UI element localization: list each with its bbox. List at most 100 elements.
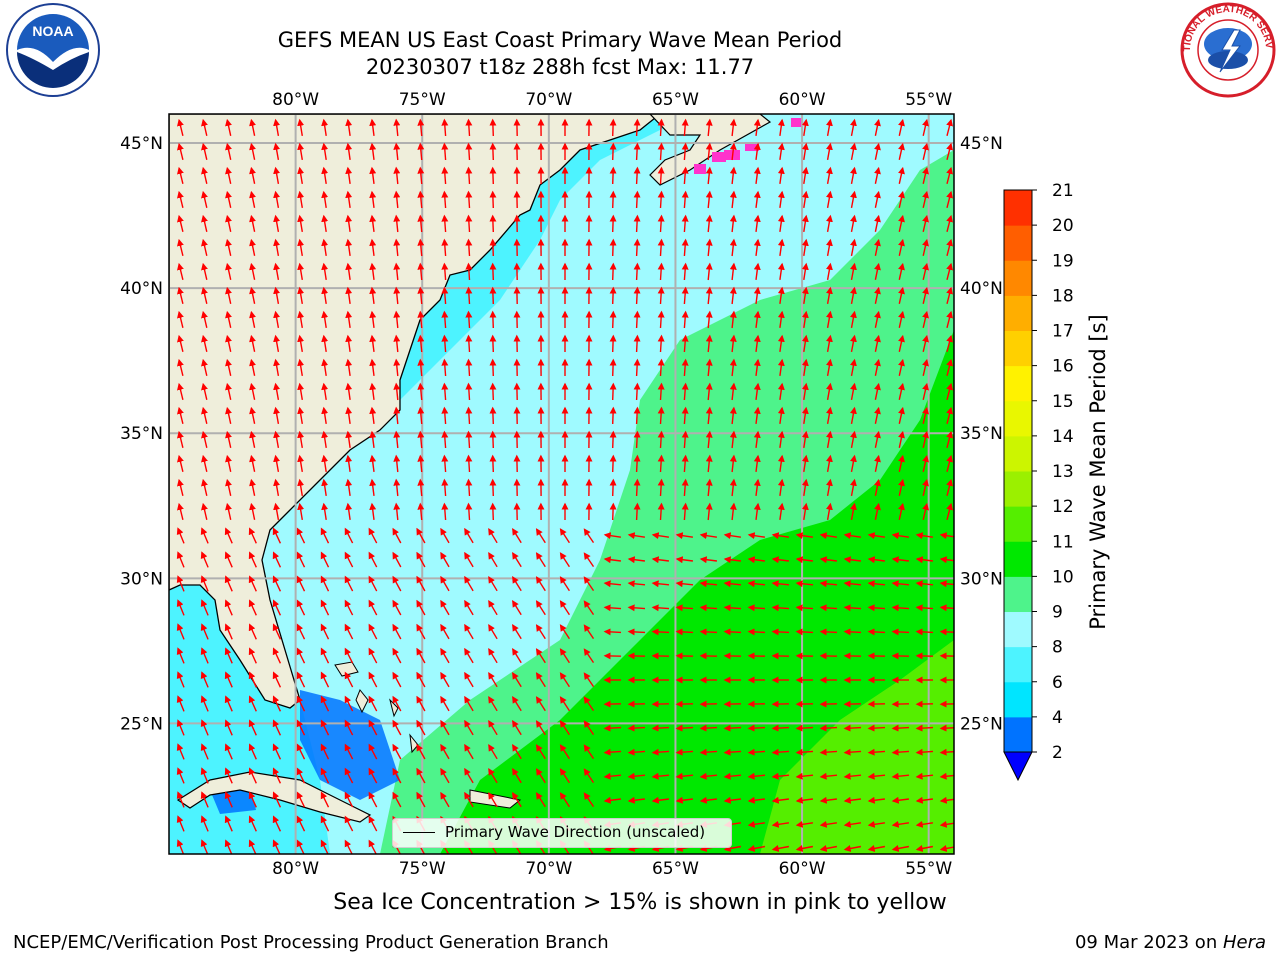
wave-arrow [417, 166, 425, 185]
wave-arrow [603, 796, 621, 804]
wave-arrow [657, 358, 665, 377]
wave-arrow [825, 454, 833, 473]
wave-arrow [747, 845, 766, 852]
wave-arrow [416, 647, 426, 664]
wave-arrow [464, 791, 474, 808]
wave-arrow [535, 600, 546, 616]
colorbar-segment [1004, 365, 1032, 402]
wave-arrow [609, 310, 617, 329]
wave-arrow [440, 575, 450, 592]
wave-arrow [200, 695, 209, 712]
wave-arrow [898, 430, 905, 448]
wave-arrow [843, 628, 862, 636]
wave-arrow [488, 672, 498, 688]
wave-arrow [248, 695, 257, 712]
wave-arrow [657, 190, 665, 209]
wave-arrow [249, 166, 256, 184]
wave-arrow [657, 214, 665, 233]
wave-arrow [392, 647, 402, 664]
wave-arrow [850, 118, 857, 137]
wave-arrow [201, 118, 208, 136]
wave-arrow [273, 310, 281, 329]
wave-arrow [583, 720, 595, 735]
wave-arrow [675, 772, 694, 780]
colorbar-tick-label: 20 [1052, 216, 1074, 236]
wave-arrow [345, 382, 353, 400]
wave-arrow [535, 576, 546, 592]
wave-arrow [867, 532, 886, 540]
wave-arrow [753, 238, 761, 256]
wave-arrow [441, 334, 449, 353]
wave-arrow [465, 382, 473, 401]
wave-arrow [898, 454, 905, 472]
wave-arrow [874, 214, 881, 232]
colorbar-tick-label: 12 [1052, 497, 1074, 517]
wave-arrow [321, 214, 329, 233]
wave-arrow [777, 430, 785, 448]
wave-arrow [344, 815, 354, 832]
wave-arrow [249, 430, 256, 448]
wave-arrow [771, 724, 790, 732]
wave-arrow [273, 430, 281, 449]
wave-arrow [488, 528, 498, 544]
wave-arrow [723, 532, 742, 540]
wave-arrow [225, 358, 232, 376]
wave-arrow [248, 767, 257, 784]
wave-arrow [819, 532, 838, 540]
wave-arrow [321, 454, 329, 473]
wave-arrow [633, 214, 641, 233]
wave-arrow [825, 238, 833, 257]
wave-arrow [609, 454, 617, 473]
wave-arrow [699, 748, 718, 756]
wave-arrow [681, 166, 689, 185]
legend-label: Primary Wave Direction (unscaled) [445, 823, 706, 841]
wave-arrow [464, 599, 474, 616]
wave-arrow [874, 118, 881, 136]
wave-arrow [201, 382, 208, 400]
wave-arrow [609, 142, 617, 161]
wave-arrow [273, 118, 281, 137]
wave-direction-arrows [176, 118, 954, 854]
wave-arrow [344, 647, 354, 664]
wave-arrow [201, 262, 208, 280]
wave-arrow [699, 580, 718, 588]
wave-arrow [898, 382, 905, 400]
wave-arrow [297, 454, 305, 473]
wave-arrow [681, 502, 689, 521]
wave-arrow [723, 796, 741, 804]
wave-arrow [583, 600, 595, 615]
wave-arrow [440, 551, 450, 568]
lat-tick-label-right: 30°N [960, 569, 1003, 589]
map-plot-area [169, 114, 954, 854]
wave-arrow [747, 628, 766, 636]
lon-tick-label-top: 60°W [779, 90, 826, 110]
wave-arrow [609, 358, 617, 377]
wave-arrow [747, 580, 766, 588]
wave-arrow [297, 190, 305, 209]
wave-arrow [795, 628, 814, 636]
wave-arrow [321, 382, 329, 401]
wave-arrow [345, 262, 353, 280]
sea-ice-cell [745, 142, 759, 151]
colorbar-segment [1004, 400, 1032, 437]
wave-arrow [825, 286, 833, 305]
wave-arrow [777, 118, 785, 136]
wave-arrow [723, 580, 742, 588]
wave-arrow [272, 695, 282, 712]
wave-arrow [249, 142, 256, 160]
wave-arrow [939, 748, 954, 756]
sea-ice-cell [791, 118, 803, 127]
wave-arrow [272, 671, 282, 688]
wave-arrow [489, 406, 497, 425]
wave-arrow [488, 624, 498, 640]
wave-arrow [392, 743, 402, 760]
wave-arrow [441, 430, 449, 449]
wave-arrow [801, 262, 809, 281]
wave-arrow [489, 238, 497, 257]
wave-arrow [609, 238, 617, 257]
wave-arrow [512, 696, 522, 712]
wave-arrow [753, 214, 761, 232]
wave-arrow [273, 358, 281, 377]
wave-arrow [249, 358, 256, 376]
lon-tick-label-top: 70°W [525, 90, 572, 110]
